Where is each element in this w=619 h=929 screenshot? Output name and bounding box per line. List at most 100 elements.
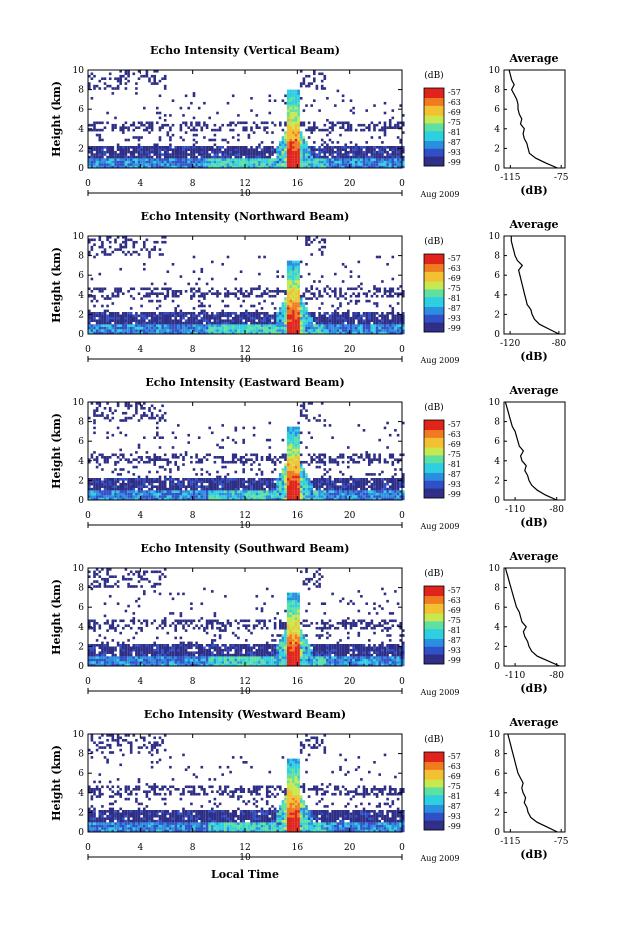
- heatmap-cell: [179, 482, 183, 486]
- heatmap-cell: [354, 497, 358, 501]
- heatmap-cell: [161, 236, 164, 239]
- heatmap-cell: [161, 314, 164, 318]
- heatmap-cell: [229, 480, 232, 484]
- heatmap-cell: [341, 473, 345, 476]
- heatmap-cell: [279, 123, 282, 127]
- heatmap-cell: [250, 319, 253, 322]
- heatmap-cell: [98, 316, 102, 320]
- heatmap-cell: [184, 487, 188, 491]
- heatmap-cell: [292, 324, 295, 327]
- heatmap-cell: [255, 473, 259, 476]
- heatmap-cell: [150, 121, 154, 125]
- heatmap-cell: [143, 128, 146, 132]
- heatmap-cell: [294, 478, 298, 481]
- heatmap-cell: [226, 492, 230, 496]
- heatmap-cell: [111, 158, 115, 161]
- heatmap-cell: [273, 329, 277, 332]
- heatmap-cell: [93, 492, 96, 496]
- heatmap-cell: [247, 160, 251, 164]
- heatmap-cell: [148, 253, 151, 256]
- heatmap-cell: [108, 480, 112, 484]
- colorbar-swatch: [424, 263, 444, 266]
- heatmap-cell: [299, 82, 303, 85]
- heatmap-cell: [143, 148, 146, 151]
- heatmap-cell: [213, 150, 217, 154]
- heatmap-cell: [242, 150, 245, 154]
- heatmap-cell: [297, 436, 300, 439]
- colorbar-swatch: [424, 164, 444, 167]
- heatmap-cell: [195, 121, 198, 125]
- heatmap-cell: [119, 153, 122, 156]
- heatmap-cell: [145, 148, 149, 151]
- date-label: Aug 2009: [420, 190, 460, 199]
- heatmap-cell: [286, 470, 290, 474]
- heatmap-cell: [271, 148, 274, 151]
- heatmap-cell: [231, 460, 235, 464]
- heatmap-cell: [158, 253, 162, 256]
- heatmap-cell: [373, 158, 376, 161]
- heatmap-cell: [279, 473, 282, 476]
- heatmap-cell: [399, 316, 402, 320]
- heatmap-cell: [286, 131, 290, 134]
- heatmap-cell: [326, 487, 329, 491]
- heatmap-cell: [258, 331, 261, 335]
- heatmap-cell: [114, 490, 117, 493]
- heatmap-cell: [184, 321, 188, 325]
- heatmap-cell: [135, 92, 138, 95]
- y-tick-label: 8: [78, 86, 84, 96]
- heatmap-cell: [169, 497, 172, 501]
- heatmap-cell: [122, 314, 125, 318]
- heatmap-cell: [93, 316, 96, 320]
- heatmap-cell: [347, 309, 350, 313]
- heatmap-cell: [391, 126, 395, 129]
- heatmap-cell: [294, 465, 298, 469]
- heatmap-cell: [344, 495, 347, 498]
- heatmap-cell: [93, 426, 96, 430]
- heatmap-cell: [378, 290, 381, 293]
- heatmap-cell: [286, 478, 290, 481]
- heatmap-cell: [289, 285, 293, 288]
- heatmap-cell: [114, 248, 117, 251]
- heatmap-cell: [402, 453, 405, 457]
- heatmap-cell: [184, 150, 188, 154]
- heatmap-cell: [171, 148, 175, 151]
- heatmap-cell: [250, 329, 253, 332]
- heatmap-cell: [137, 121, 141, 125]
- heatmap-cell: [297, 123, 300, 127]
- heatmap-cell: [213, 487, 217, 491]
- heatmap-cell: [279, 324, 282, 327]
- heatmap-cell: [158, 331, 162, 335]
- heatmap-cell: [150, 312, 154, 315]
- heatmap-cell: [313, 453, 316, 457]
- heatmap-cell: [153, 248, 156, 251]
- heatmap-cell: [226, 163, 230, 166]
- heatmap-cell: [341, 280, 345, 283]
- heatmap-cell: [184, 490, 188, 493]
- heatmap-cell: [166, 287, 170, 291]
- heatmap-cell: [286, 116, 290, 120]
- heatmap-cell: [315, 490, 319, 493]
- heatmap-cell: [88, 287, 91, 291]
- heatmap-cell: [352, 331, 355, 335]
- heatmap-cell: [354, 312, 358, 315]
- heatmap-cell: [195, 155, 198, 159]
- heatmap-cell: [132, 487, 136, 491]
- heatmap-cell: [234, 316, 238, 320]
- heatmap-cell: [153, 292, 156, 295]
- heatmap-cell: [245, 453, 248, 457]
- heatmap-cell: [224, 465, 227, 469]
- heatmap-cell: [124, 487, 128, 491]
- heatmap-cell: [289, 133, 293, 137]
- heatmap-cell: [124, 236, 128, 239]
- heatmap-cell: [383, 492, 387, 496]
- heatmap-cell: [391, 490, 395, 493]
- heatmap-cell: [349, 141, 353, 144]
- heatmap-cell: [179, 163, 183, 166]
- heatmap-cell: [247, 497, 251, 501]
- heatmap-cell: [391, 312, 395, 315]
- heatmap-cell: [286, 104, 290, 107]
- heatmap-cell: [354, 160, 358, 164]
- heatmap-cell: [297, 155, 300, 159]
- heatmap-cell: [205, 165, 209, 169]
- heatmap-cell: [103, 458, 107, 461]
